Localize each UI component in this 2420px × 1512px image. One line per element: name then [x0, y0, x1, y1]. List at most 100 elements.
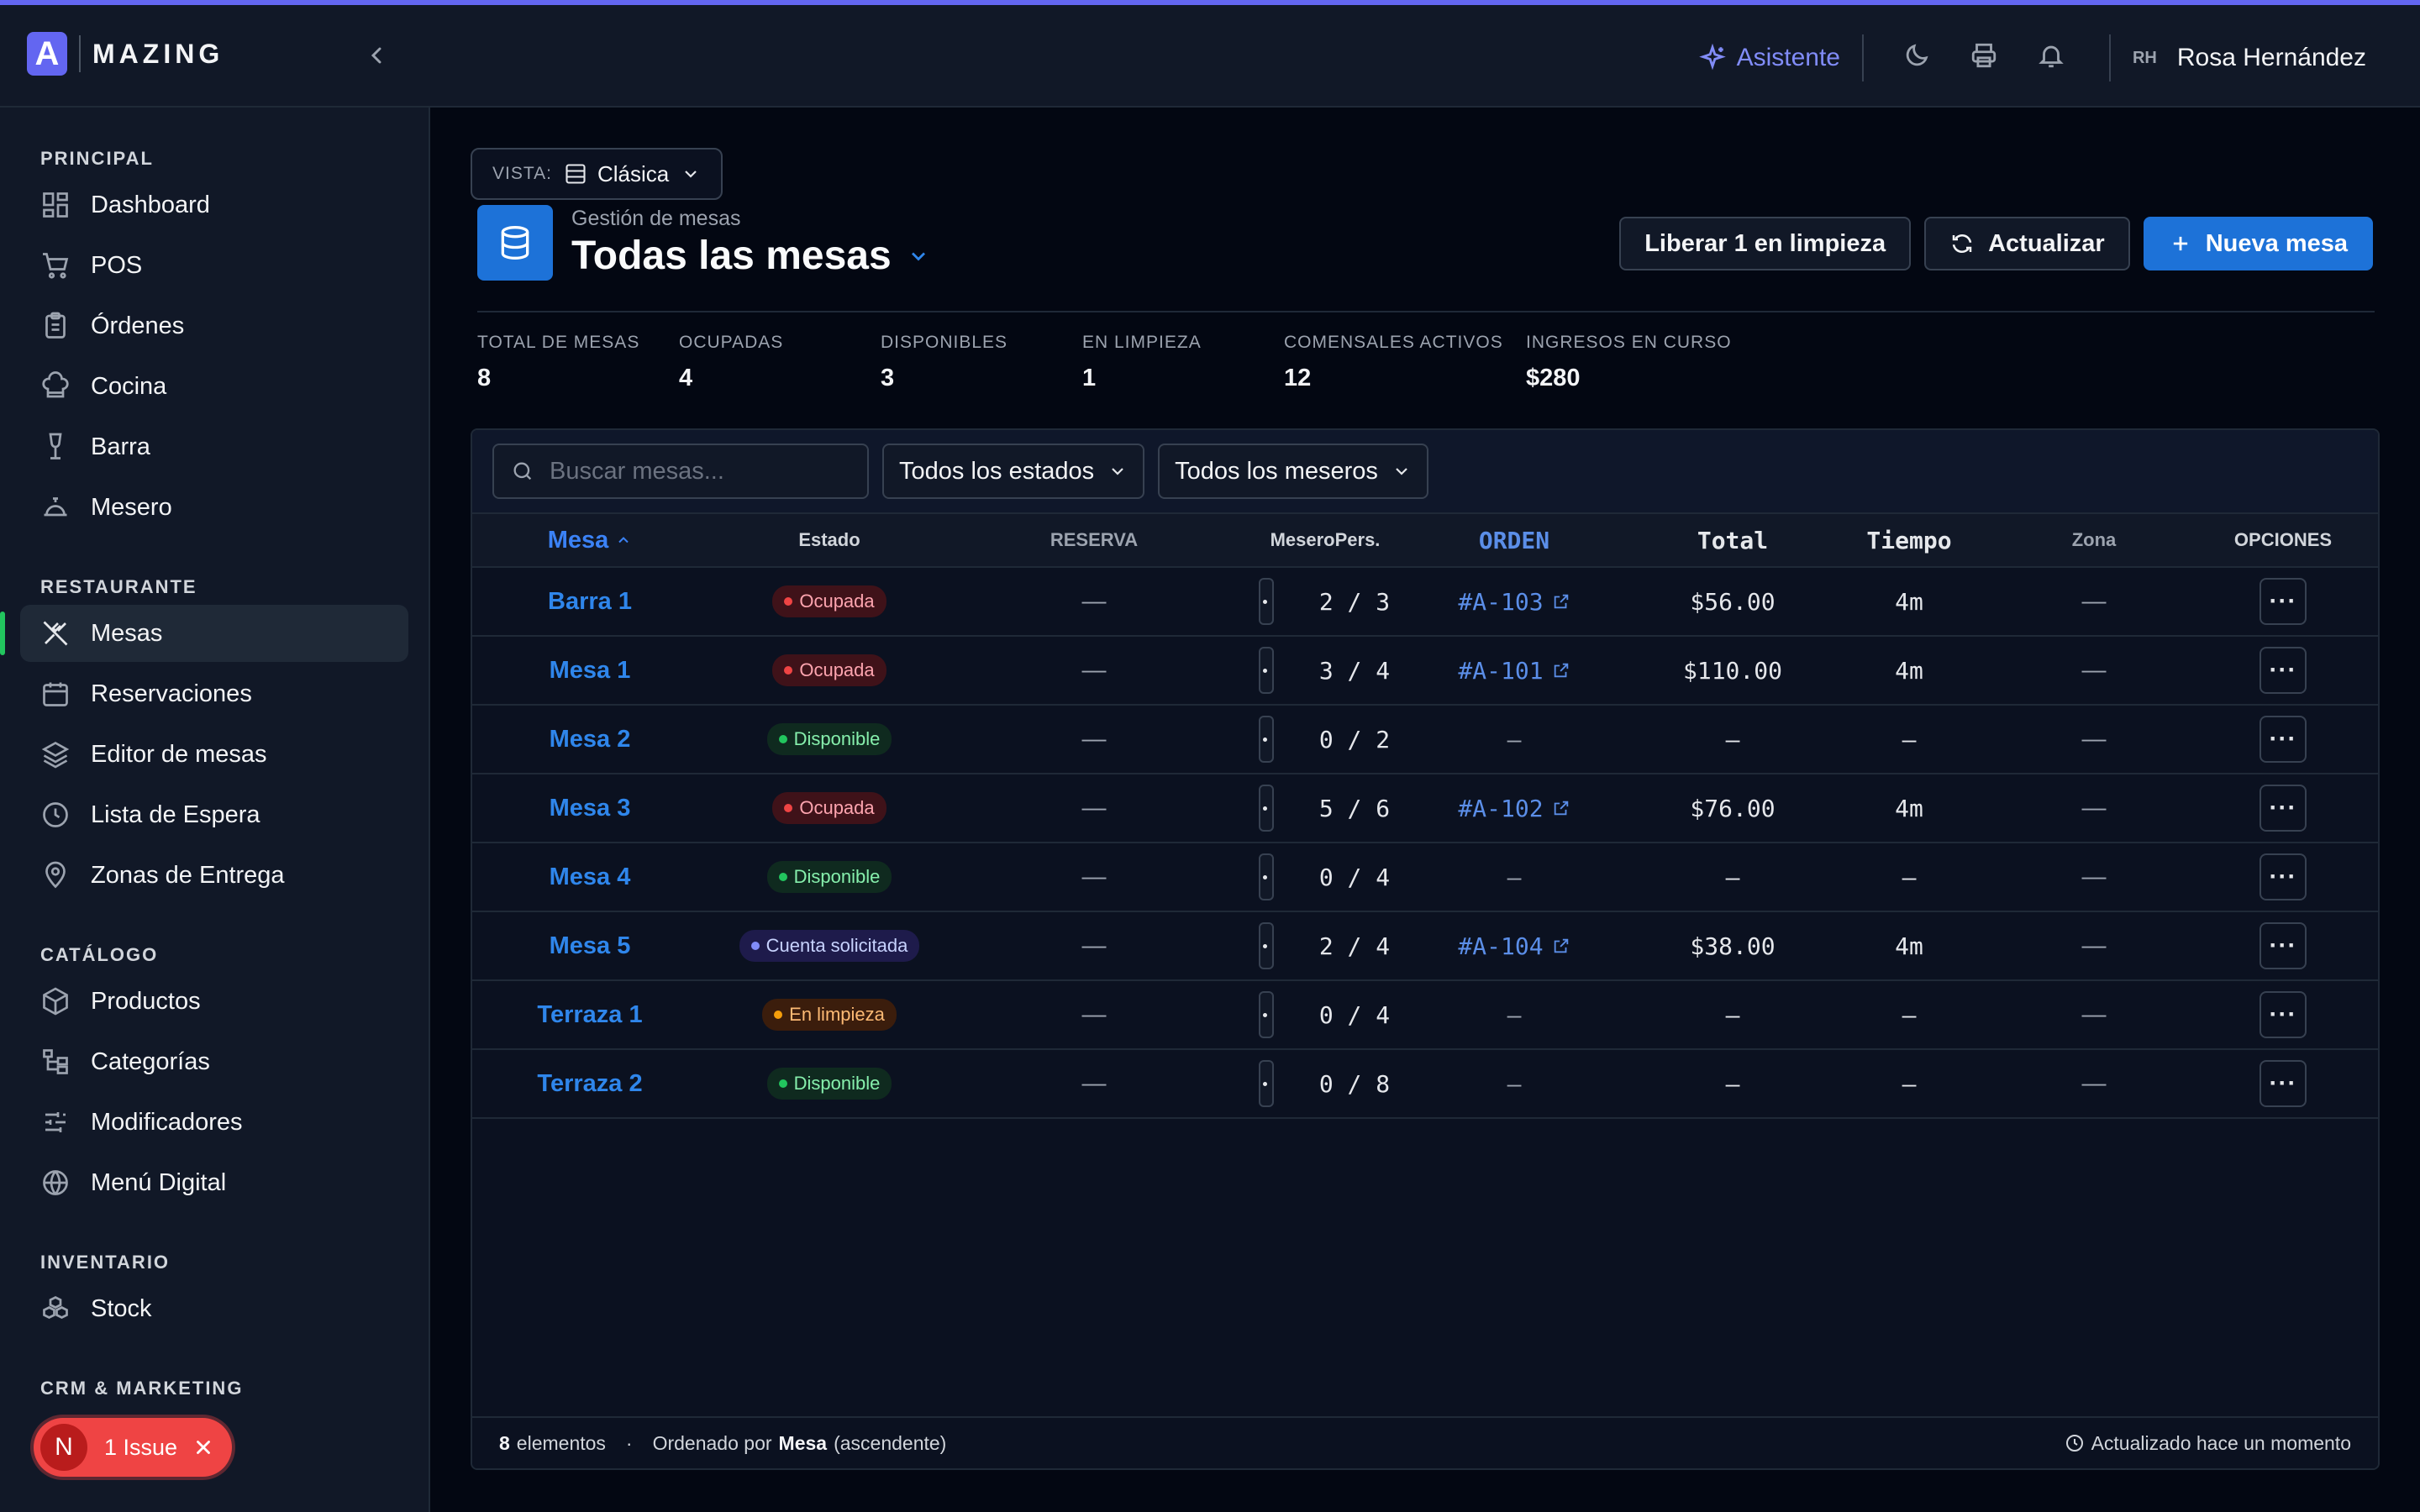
- user-name[interactable]: Rosa Hernández: [2176, 44, 2366, 71]
- table-row[interactable]: Mesa 4 Disponible — 0 / 4 — – – — ···: [472, 843, 2378, 912]
- waiter-cell[interactable]: [1237, 716, 1296, 763]
- collapse-sidebar-button[interactable]: [363, 42, 390, 69]
- sidebar-item-productos[interactable]: Productos: [20, 973, 408, 1030]
- waiter-select[interactable]: [1259, 578, 1274, 625]
- sidebar-item-zonas-de-entrega[interactable]: Zonas de Entrega: [20, 847, 408, 904]
- row-options-button[interactable]: ···: [2260, 647, 2307, 694]
- search-input[interactable]: [550, 457, 852, 486]
- dark-mode-toggle[interactable]: [1902, 41, 1936, 75]
- chevron-down-icon: [911, 252, 925, 260]
- column-header-estado[interactable]: Estado: [798, 529, 860, 550]
- sidebar-item-mesero[interactable]: Mesero: [20, 479, 408, 536]
- sorted-direction: (ascendente): [834, 1431, 947, 1454]
- order-cell[interactable]: #A-101: [1413, 657, 1615, 685]
- table-name-link[interactable]: Terraza 2: [472, 1070, 708, 1098]
- waiter-cell[interactable]: [1237, 578, 1296, 625]
- row-options-button[interactable]: ···: [2260, 853, 2307, 900]
- sidebar-item-menu-digital[interactable]: Menú Digital: [20, 1154, 408, 1211]
- table-row[interactable]: Terraza 2 Disponible — 0 / 8 — – – — ···: [472, 1050, 2378, 1119]
- order-link[interactable]: #A-103: [1458, 587, 1544, 616]
- row-options-button[interactable]: ···: [2260, 1060, 2307, 1107]
- waiter-select[interactable]: [1259, 785, 1274, 832]
- row-options-button[interactable]: ···: [2260, 991, 2307, 1038]
- release-cleaning-button[interactable]: Liberar 1 en limpieza: [1619, 217, 1912, 270]
- database-icon: [477, 205, 553, 281]
- row-options-button[interactable]: ···: [2260, 785, 2307, 832]
- sidebar-item-editor-de-mesas[interactable]: Editor de mesas: [20, 726, 408, 783]
- table-name-link[interactable]: Barra 1: [472, 588, 708, 616]
- order-link[interactable]: #A-101: [1458, 656, 1544, 685]
- user-avatar[interactable]: RH: [2132, 48, 2157, 67]
- waiter-filter-select[interactable]: Todos los meseros: [1158, 444, 1428, 499]
- sidebar-item-barra[interactable]: Barra: [20, 418, 408, 475]
- table-row[interactable]: Mesa 5 Cuenta solicitada — 2 / 4 #A-104 $38.0…: [472, 912, 2378, 981]
- refresh-button[interactable]: Actualizar: [1924, 217, 2130, 270]
- view-switcher[interactable]: VISTA: Clásica: [471, 148, 723, 200]
- column-header-zona[interactable]: Zona: [2071, 529, 2117, 550]
- sidebar-item-dashboard[interactable]: Dashboard: [20, 176, 408, 234]
- sidebar-item-modificadores[interactable]: Modificadores: [20, 1094, 408, 1151]
- table-row[interactable]: Mesa 2 Disponible — 0 / 2 — – – — ···: [472, 706, 2378, 774]
- options-cell: ···: [2220, 647, 2346, 694]
- table-name-link[interactable]: Mesa 2: [472, 726, 708, 753]
- waiter-cell[interactable]: [1237, 1060, 1296, 1107]
- brand[interactable]: A MAZING: [27, 32, 224, 76]
- column-header-orden[interactable]: ORDEN: [1478, 526, 1550, 554]
- table-name-link[interactable]: Mesa 5: [472, 932, 708, 960]
- sidebar-item-categorias[interactable]: Categorías: [20, 1033, 408, 1090]
- waiter-select[interactable]: [1259, 922, 1274, 969]
- row-options-button[interactable]: ···: [2260, 922, 2307, 969]
- waiter-cell[interactable]: [1237, 922, 1296, 969]
- sidebar-item-lista-de-espera[interactable]: Lista de Espera: [20, 786, 408, 843]
- sidebar-item-stock[interactable]: Stock: [20, 1280, 408, 1337]
- print-button[interactable]: [1970, 41, 2003, 75]
- table-name-link[interactable]: Mesa 1: [472, 657, 708, 685]
- column-header-tiempo[interactable]: Tiempo: [1866, 526, 1952, 554]
- waiter-select[interactable]: [1259, 1060, 1274, 1107]
- column-header-reserva[interactable]: RESERVA: [1050, 529, 1139, 550]
- waiter-cell[interactable]: [1237, 853, 1296, 900]
- order-cell[interactable]: #A-104: [1413, 932, 1615, 960]
- waiter-select[interactable]: [1259, 716, 1274, 763]
- search-box[interactable]: [492, 444, 869, 499]
- order-cell[interactable]: #A-102: [1413, 795, 1615, 822]
- waiter-select[interactable]: [1259, 853, 1274, 900]
- column-header-mesa[interactable]: Mesa: [472, 527, 708, 554]
- table-row[interactable]: Terraza 1 En limpieza — 0 / 4 — – – — ···: [472, 981, 2378, 1050]
- table-name-link[interactable]: Terraza 1: [472, 1001, 708, 1029]
- order-link[interactable]: #A-102: [1458, 794, 1544, 822]
- table-row[interactable]: Mesa 3 Ocupada — 5 / 6 #A-102 $76.00 4m — ···: [472, 774, 2378, 843]
- sidebar-item-pos[interactable]: POS: [20, 237, 408, 294]
- row-options-button[interactable]: ···: [2260, 716, 2307, 763]
- more-icon: ···: [2269, 1069, 2297, 1097]
- order-link[interactable]: #A-104: [1458, 932, 1544, 960]
- waiter-cell[interactable]: [1237, 647, 1296, 694]
- waiter-cell[interactable]: [1237, 785, 1296, 832]
- column-header-mesero-pers[interactable]: MeseroPers.: [1270, 529, 1381, 550]
- waiter-cell[interactable]: [1237, 991, 1296, 1038]
- stat-value: 12: [1284, 365, 1312, 391]
- order-link: —: [1507, 1069, 1522, 1098]
- time-cell: –: [1902, 1069, 1917, 1098]
- table-name-link[interactable]: Mesa 3: [472, 795, 708, 822]
- issue-badge[interactable]: N 1 Issue: [34, 1418, 232, 1477]
- table-row[interactable]: Mesa 1 Ocupada — 3 / 4 #A-101 $110.00 4m — ···: [472, 637, 2378, 706]
- order-cell[interactable]: #A-103: [1413, 588, 1615, 616]
- waiter-select[interactable]: [1259, 647, 1274, 694]
- page-title-dropdown[interactable]: Todas las mesas: [571, 233, 930, 279]
- sidebar-item-cocina[interactable]: Cocina: [20, 358, 408, 415]
- row-options-button[interactable]: ···: [2260, 578, 2307, 625]
- sidebar-item-mesas[interactable]: Mesas: [0, 605, 408, 662]
- close-icon[interactable]: [192, 1436, 214, 1458]
- new-table-button[interactable]: Nueva mesa: [2143, 217, 2373, 270]
- column-header-total[interactable]: Total: [1697, 526, 1769, 554]
- assistant-button[interactable]: Asistente: [1698, 44, 1840, 72]
- sidebar-item-reservaciones[interactable]: Reservaciones: [20, 665, 408, 722]
- waiter-select[interactable]: [1259, 991, 1274, 1038]
- status-filter-select[interactable]: Todos los estados: [882, 444, 1145, 499]
- notifications-button[interactable]: [2037, 41, 2070, 75]
- total-cell: –: [1725, 725, 1740, 753]
- table-row[interactable]: Barra 1 Ocupada — 2 / 3 #A-103 $56.00 4m — ···: [472, 568, 2378, 637]
- sidebar-item-ordenes[interactable]: Órdenes: [20, 297, 408, 354]
- table-name-link[interactable]: Mesa 4: [472, 864, 708, 891]
